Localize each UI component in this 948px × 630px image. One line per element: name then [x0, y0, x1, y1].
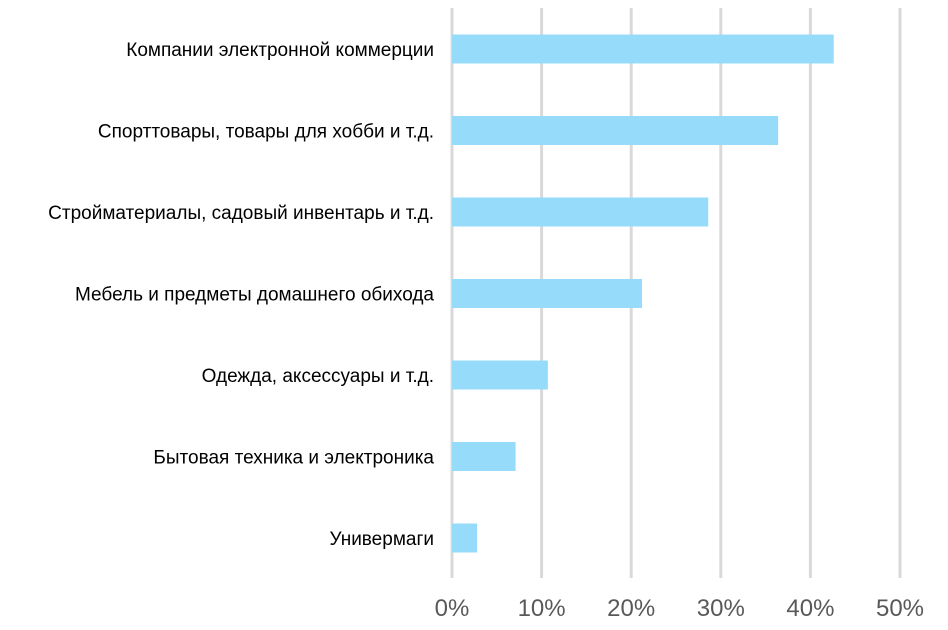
- category-labels: Компании электронной коммерции Спорттовар…: [48, 40, 434, 550]
- x-tick-label: 20%: [607, 595, 655, 622]
- bar: [452, 360, 548, 390]
- bar: [452, 523, 478, 553]
- bar-layer: [452, 34, 834, 553]
- category-label: Универмаги: [329, 529, 434, 550]
- x-tick-label: 40%: [786, 595, 834, 622]
- category-label: Бытовая техника и электроника: [153, 448, 434, 469]
- bar: [452, 34, 834, 64]
- bar: [452, 442, 516, 471]
- x-tick-label: 30%: [697, 595, 745, 622]
- x-tick-label: 0%: [435, 595, 470, 622]
- bar: [452, 116, 779, 145]
- x-axis-tick-labels: 0% 10% 20% 30% 40% 50%: [435, 595, 924, 622]
- bar: [452, 197, 709, 227]
- bar: [452, 279, 642, 308]
- x-tick-label: 50%: [876, 595, 924, 622]
- category-label: Спорттовары, товары для хобби и т.д.: [98, 122, 434, 143]
- category-label: Одежда, аксессуары и т.д.: [202, 366, 434, 387]
- x-tick-label: 10%: [518, 595, 566, 622]
- category-label: Стройматериалы, садовый инвентарь и т.д.: [48, 203, 434, 224]
- category-label: Компании электронной коммерции: [126, 40, 434, 61]
- category-label: Мебель и предметы домашнего обихода: [75, 285, 434, 306]
